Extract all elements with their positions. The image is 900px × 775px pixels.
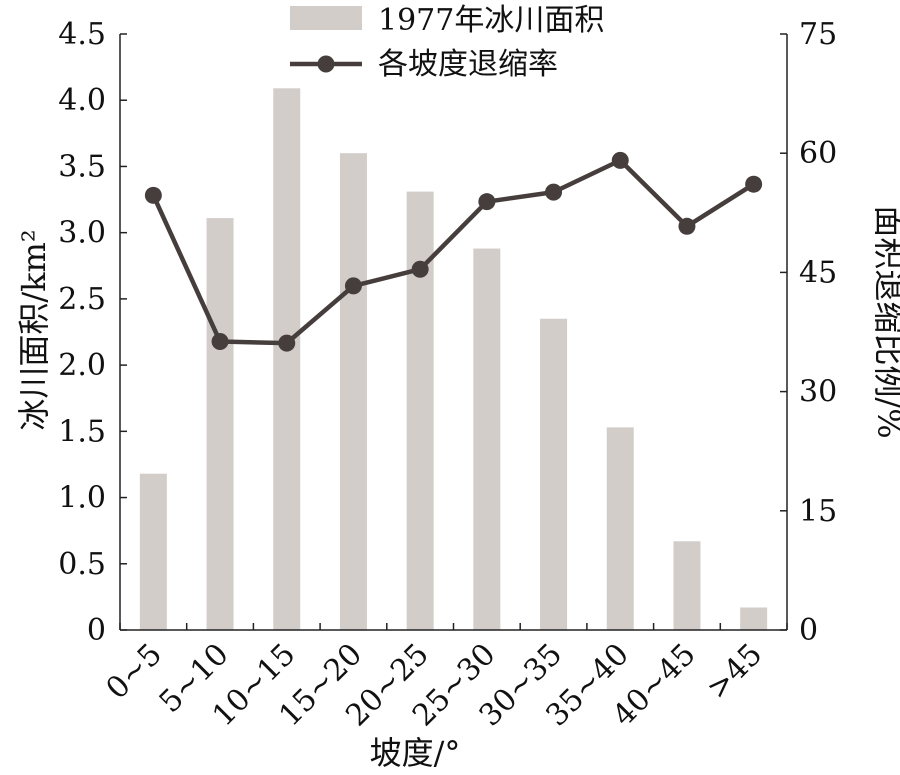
bar [673, 541, 701, 630]
x-tick-label: >45 [700, 637, 770, 707]
left-y-tick-label: 2.5 [58, 282, 106, 317]
left-y-tick-label: 0 [87, 613, 106, 648]
legend-line-marker [317, 55, 335, 73]
left-y-tick-label: 0.5 [58, 547, 106, 582]
left-y-tick-label: 1.0 [58, 481, 106, 516]
line-point [344, 277, 362, 295]
left-y-axis-title: 冰川面积/km² [15, 229, 53, 430]
line-point [144, 186, 162, 204]
right-y-tick-label: 60 [799, 136, 837, 171]
bar [473, 248, 501, 630]
left-y-tick-label: 3.5 [58, 149, 106, 184]
line-point [745, 175, 763, 193]
line-path [151, 158, 755, 346]
line-series [144, 151, 763, 352]
line-point [611, 151, 629, 169]
line-point [545, 183, 563, 201]
right-y-tick-label: 15 [799, 494, 837, 529]
right-y-tick-label: 30 [799, 375, 837, 410]
left-y-tick-label: 1.5 [58, 414, 106, 449]
left-y-tick-label: 4.0 [58, 83, 106, 118]
legend-line-label: 各坡度退缩率 [378, 47, 558, 82]
legend-bar-swatch [290, 6, 362, 30]
line-point [211, 333, 229, 351]
line-point [278, 334, 296, 352]
axis-labels: 00.51.01.52.02.53.03.54.04.5015304560750… [15, 17, 900, 772]
bar [606, 427, 634, 630]
left-y-tick-label: 4.5 [58, 17, 106, 52]
line-point [411, 260, 429, 278]
left-y-tick-label: 3.0 [58, 216, 106, 251]
legend-bar-label: 1977年冰川面积 [378, 3, 604, 38]
bar [206, 218, 234, 630]
x-axis-title: 坡度/° [370, 734, 461, 772]
bar [339, 153, 367, 630]
right-y-tick-label: 0 [799, 613, 818, 648]
line-point [678, 217, 696, 235]
axes [119, 33, 788, 631]
right-y-tick-label: 45 [799, 255, 837, 290]
bar-series [139, 88, 768, 630]
bar [540, 318, 568, 630]
line-point [478, 193, 496, 211]
left-y-tick-label: 2.0 [58, 348, 106, 383]
right-y-axis-title: 面积退缩比例/% [870, 205, 900, 438]
bar [740, 607, 768, 630]
bar [139, 473, 167, 630]
right-y-tick-label: 75 [799, 17, 837, 52]
bar [273, 88, 301, 630]
